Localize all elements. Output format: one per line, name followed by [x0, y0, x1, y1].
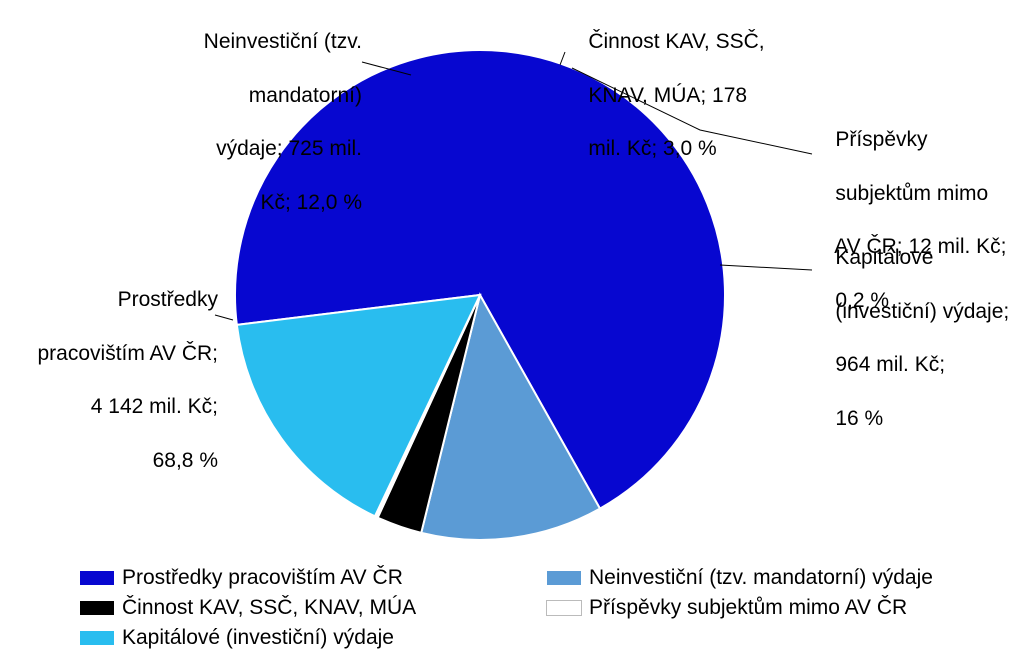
callout-line: subjektům mimo: [835, 182, 988, 205]
legend-swatch: [547, 571, 581, 585]
callout-line: výdaje; 725 mil.: [216, 137, 362, 160]
callout-line: Neinvestiční (tzv.: [204, 30, 362, 53]
callout-line: Kč; 12,0 %: [260, 191, 362, 214]
callout-line: 16 %: [835, 407, 883, 430]
callout-kapitalove: Kapitálové (investiční) výdaje; 964 mil.…: [812, 218, 1022, 460]
callout-neinvesticni: Neinvestiční (tzv. mandatorní) výdaje; 7…: [132, 2, 362, 244]
legend-label: Prostředky pracovištím AV ČR: [122, 566, 403, 590]
callout-line: mandatorní): [249, 84, 362, 107]
legend-item-prispevky: Příspěvky subjektům mimo AV ČR: [547, 596, 984, 620]
legend-swatch: [547, 601, 581, 615]
leader-line: [720, 265, 812, 270]
legend-item-cinnost: Činnost KAV, SSČ, KNAV, MÚA: [80, 596, 517, 620]
legend-label: Činnost KAV, SSČ, KNAV, MÚA: [122, 596, 416, 620]
callout-line: Činnost KAV, SSČ,: [588, 30, 764, 53]
legend: Prostředky pracovištím AV ČR Neinvestičn…: [80, 566, 984, 650]
callout-line: Kapitálové: [835, 246, 933, 269]
legend-label: Kapitálové (investiční) výdaje: [122, 626, 394, 650]
legend-item-kapitalove: Kapitálové (investiční) výdaje: [80, 626, 517, 650]
callout-prostredky: Prostředky pracovištím AV ČR; 4 142 mil.…: [8, 260, 218, 502]
callout-line: pracovištím AV ČR;: [38, 342, 219, 365]
legend-swatch: [80, 571, 114, 585]
callout-line: Prostředky: [118, 288, 218, 311]
legend-label: Příspěvky subjektům mimo AV ČR: [589, 596, 907, 620]
pie-chart: Prostředky pracovištím AV ČR; 4 142 mil.…: [0, 0, 1024, 664]
legend-item-prostredky: Prostředky pracovištím AV ČR: [80, 566, 517, 590]
callout-line: (investiční) výdaje;: [835, 300, 1009, 323]
legend-label: Neinvestiční (tzv. mandatorní) výdaje: [589, 566, 933, 590]
callout-line: 68,8 %: [153, 449, 218, 472]
callout-line: KNAV, MÚA; 178: [588, 84, 747, 107]
legend-swatch: [80, 631, 114, 645]
callout-line: mil. Kč; 3,0 %: [588, 137, 716, 160]
callout-line: Příspěvky: [835, 128, 927, 151]
callout-cinnost: Činnost KAV, SSČ, KNAV, MÚA; 178 mil. Kč…: [565, 2, 795, 190]
callout-line: 4 142 mil. Kč;: [91, 395, 218, 418]
legend-swatch: [80, 601, 114, 615]
callout-line: 964 mil. Kč;: [835, 353, 945, 376]
legend-item-neinvesticni: Neinvestiční (tzv. mandatorní) výdaje: [547, 566, 984, 590]
